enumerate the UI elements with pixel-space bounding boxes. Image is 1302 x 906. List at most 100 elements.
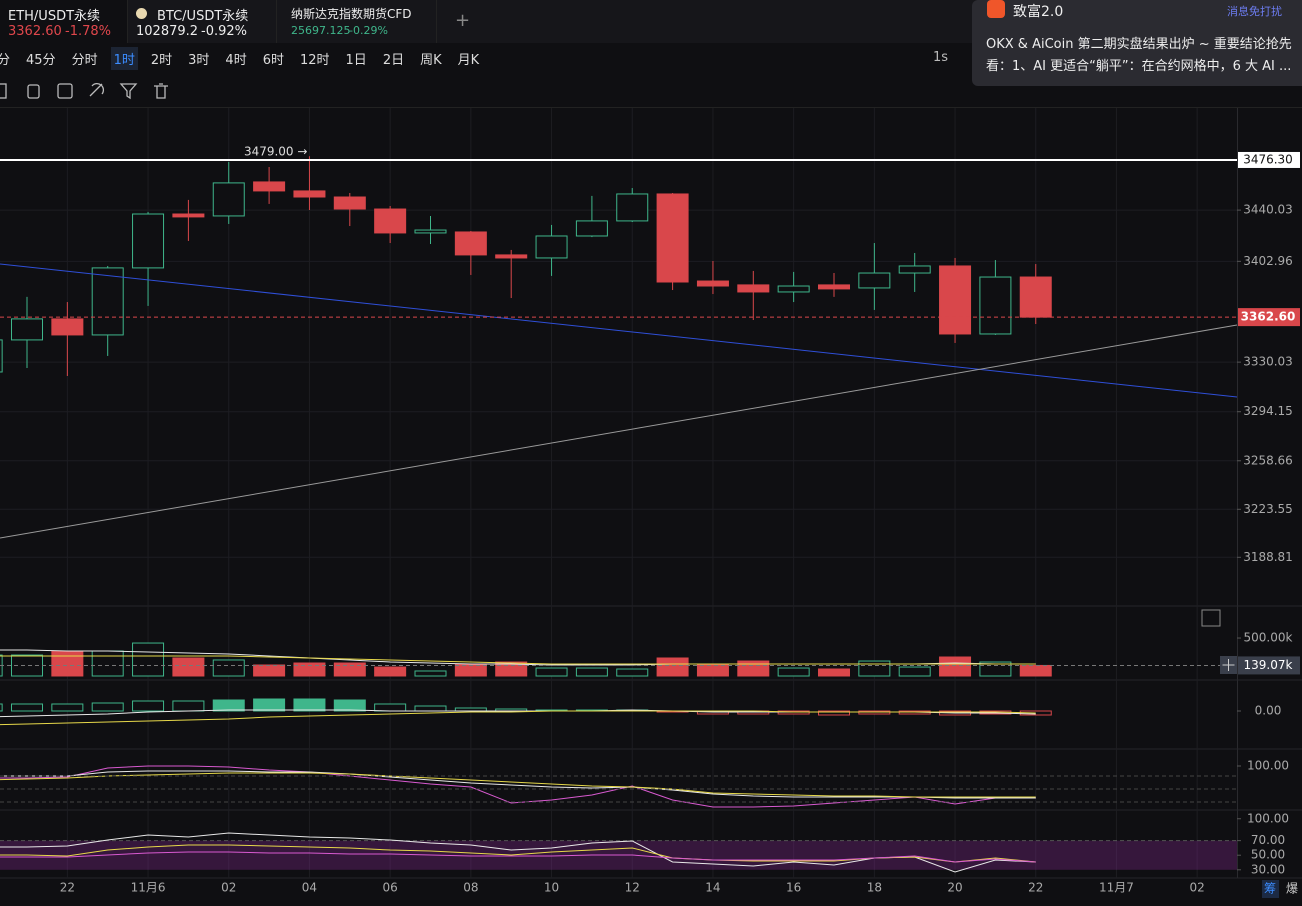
timeframe[interactable]: 3时 (188, 52, 210, 68)
tab-name: ETH/USDT永续 (8, 9, 101, 24)
volume-bar (535, 667, 568, 677)
candle-body (132, 213, 165, 269)
tab-name: 纳斯达克指数期货CFD (291, 7, 412, 21)
indicator-line (0, 710, 1036, 726)
candle-body (979, 276, 1012, 335)
x-tick-label: 11月7 (1099, 881, 1134, 895)
candle-body (898, 265, 931, 274)
last-price-label: 3362.60 (1241, 310, 1296, 324)
volume-bar (898, 666, 931, 677)
notification-text: 看：1、AI 更适合“躺平”：在合约网格中，6 大 AI ... (986, 59, 1292, 74)
tab-name: BTC/USDT永续 (157, 9, 249, 24)
high-marker: 3479.00 → (244, 145, 308, 159)
indicator-line (0, 655, 1036, 665)
indicator-line (0, 765, 1036, 808)
fullscreen-button[interactable] (1201, 609, 1221, 627)
notification-text: OKX & AiCoin 第二期实盘结果出炉 ~ 重要结论抢先 (986, 37, 1292, 52)
timeframe[interactable]: 分时 (71, 52, 98, 68)
tab[interactable]: ETH/USDT永续 3362.60 -1.78% (0, 0, 128, 43)
candle-body (172, 213, 205, 218)
interval-label[interactable]: 1s (933, 50, 949, 65)
timeframe[interactable]: 45分 (26, 52, 56, 68)
volume-bar (333, 662, 366, 677)
side-button[interactable]: 爆 (1286, 882, 1298, 896)
candle-body (0, 339, 3, 373)
timeframe[interactable]: 1时 (110, 46, 138, 70)
mute-button[interactable]: 消息免打扰 (1227, 5, 1282, 18)
macd-bar (0, 703, 3, 712)
tab[interactable]: BTC/USDT永续 102879.2 -0.92% (128, 0, 277, 43)
candle-body (374, 208, 407, 234)
timeframe[interactable]: 2时 (150, 52, 173, 68)
candle-body (818, 284, 850, 290)
tab-price: 25697.125 (291, 24, 351, 37)
tool-icon[interactable] (89, 82, 105, 97)
candle-body (696, 280, 729, 287)
y-tick-label: 50.00 (1251, 848, 1285, 862)
macd-bar (818, 710, 850, 716)
volume-bar (818, 668, 850, 677)
volume-bar (616, 668, 649, 677)
macd-bar (374, 703, 407, 712)
trend-line[interactable] (0, 263, 1238, 398)
indicator-line (0, 770, 1036, 799)
tool-icon[interactable] (119, 83, 138, 100)
volume-tag-label: 139.07k (1244, 658, 1293, 672)
candle-body (11, 318, 43, 341)
x-tick-label: 22 (1028, 881, 1043, 895)
timeframe[interactable]: 2日 (382, 52, 405, 68)
timeframe[interactable]: 4时 (225, 52, 247, 68)
indicator-line (0, 832, 1036, 873)
x-tick-label: 12 (625, 881, 640, 895)
trend-line[interactable] (0, 324, 1238, 539)
indicator-line (0, 772, 1036, 798)
volume-bar (51, 650, 84, 677)
y-tick-label: 100.00 (1247, 811, 1289, 825)
candle-body (454, 231, 487, 256)
tab[interactable]: 纳斯达克指数期货CFD 25697.125 -0.29% (277, 0, 437, 43)
x-tick-label: 14 (705, 881, 720, 895)
side-button[interactable]: 筹 (1264, 882, 1276, 896)
macd-bar (212, 699, 245, 712)
side-button-bg (1262, 880, 1279, 898)
timeframe[interactable]: 分 (0, 52, 11, 68)
candle-body (333, 196, 366, 210)
price-tag-label: 3476.30 (1243, 152, 1293, 166)
x-tick-label: 06 (383, 881, 398, 895)
macd-bar (172, 700, 205, 712)
macd-bar (293, 698, 326, 712)
tool-icon[interactable] (0, 83, 7, 99)
candle-body (293, 190, 326, 198)
timeframe[interactable]: 月K (457, 52, 480, 68)
x-tick-label: 08 (463, 881, 478, 895)
volume-bar (172, 657, 205, 677)
candle-body (91, 267, 124, 336)
timeframe[interactable]: 6时 (262, 52, 284, 68)
add-icon (1222, 659, 1235, 671)
price-tag (1238, 151, 1300, 168)
tab-change: -1.78% (65, 24, 111, 39)
macd-bar (132, 700, 165, 712)
candle-body (1019, 276, 1052, 318)
tool-icon[interactable] (57, 83, 73, 99)
candle-body (575, 220, 608, 237)
tab-change: -0.92% (201, 24, 247, 39)
last-price-tag (1238, 308, 1300, 327)
tool-icon[interactable] (27, 84, 40, 99)
tool-icon[interactable] (154, 83, 168, 99)
y-tick-label: 3402.96 (1243, 254, 1293, 268)
notification[interactable]: 致富2.0 消息免打扰 OKX & AiCoin 第二期实盘结果出炉 ~ 重要结… (972, 0, 1302, 86)
y-tick-label: 500.00k (1244, 631, 1293, 645)
timeframe[interactable]: 周K (420, 52, 442, 68)
y-tick-label: 0.00 (1255, 704, 1282, 718)
volume-bar (414, 670, 447, 677)
add-tab-button[interactable]: + (455, 10, 471, 31)
y-tick-label: 3440.03 (1243, 203, 1293, 217)
indicator-line (0, 851, 1036, 863)
timeframe[interactable]: 12时 (299, 52, 330, 68)
candle-body (858, 272, 891, 289)
tab-icon (136, 8, 147, 19)
timeframe[interactable]: 1日 (345, 52, 367, 68)
